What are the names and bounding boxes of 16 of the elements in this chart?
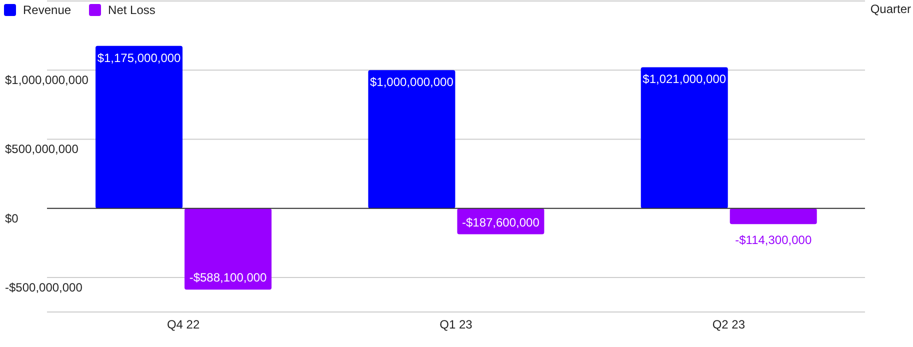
data-label: $1,021,000,000 — [642, 72, 726, 86]
data-label: -$187,600,000 — [462, 215, 540, 230]
x-tick-label: Q1 23 — [440, 318, 473, 332]
data-label: $1,175,000,000 — [97, 50, 182, 65]
y-tick-label: $500,000,000 — [5, 142, 79, 156]
legend-label: Revenue — [23, 3, 72, 17]
y-tick-label: -$500,000,000 — [5, 280, 83, 294]
x-axis-title: Quarter — [870, 2, 911, 16]
data-label: -$588,100,000 — [189, 270, 268, 285]
y-tick-label: $0 — [5, 211, 19, 226]
data-label: -$114,300,000 — [735, 233, 812, 248]
legend-label: Net Loss — [108, 3, 156, 17]
x-tick-label: Q4 22 — [166, 318, 200, 332]
y-tick-label: $1,000,000,000 — [5, 73, 89, 88]
data-label: $1,000,000,000 — [370, 75, 454, 90]
x-tick-label: Q2 23 — [712, 318, 746, 332]
